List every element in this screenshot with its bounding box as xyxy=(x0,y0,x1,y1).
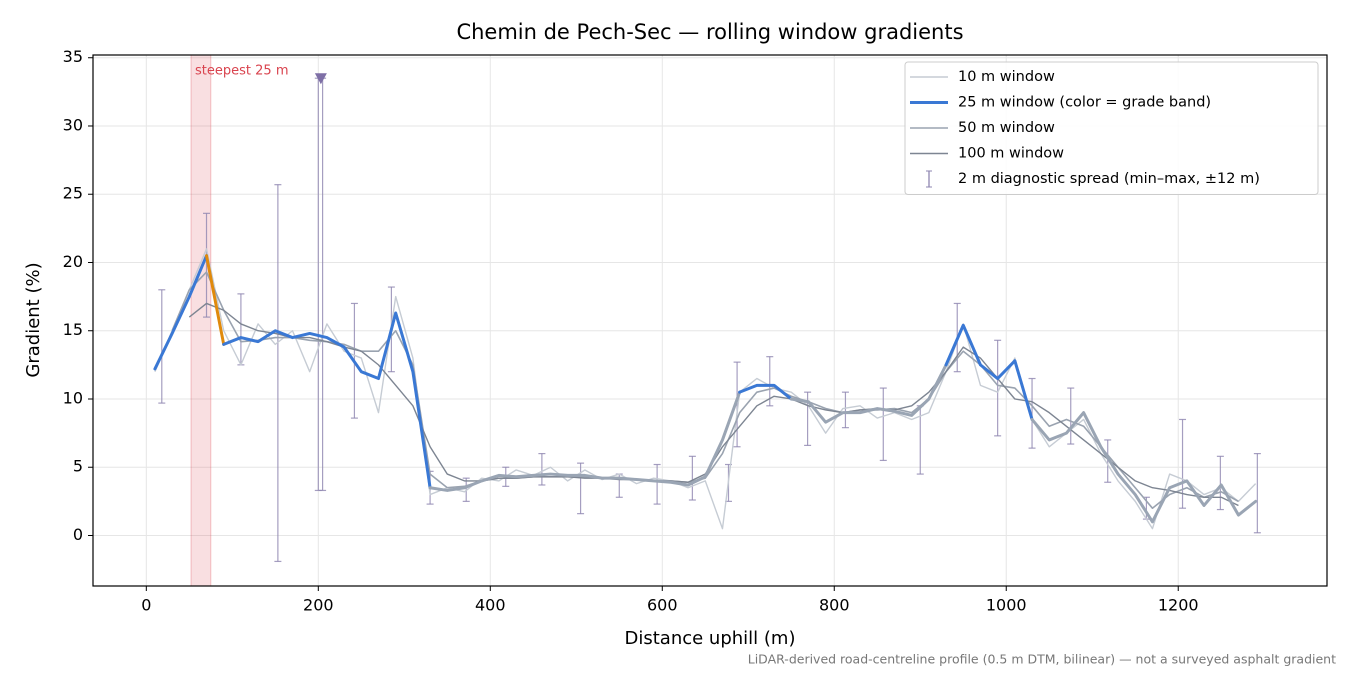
error-bar xyxy=(1104,439,1112,483)
error-bar xyxy=(1253,452,1261,534)
legend-label: 2 m diagnostic spread (min–max, ±12 m) xyxy=(958,171,1260,187)
y-axis-label: Gradient (%) xyxy=(23,262,44,377)
y-tick-label: 15 xyxy=(63,320,83,339)
series-line xyxy=(154,248,1257,530)
legend-label: 50 m window xyxy=(958,120,1055,136)
plot-frame xyxy=(92,54,1328,587)
y-tick-label: 25 xyxy=(63,184,83,203)
error-bar xyxy=(688,455,696,501)
series-line xyxy=(944,323,1034,421)
error-bar xyxy=(1179,418,1187,509)
series-line xyxy=(188,302,1239,507)
error-bar xyxy=(733,361,741,448)
y-tick-label: 30 xyxy=(63,115,83,134)
series-line xyxy=(222,311,432,490)
series-line xyxy=(738,383,793,401)
y-tick-label: 35 xyxy=(63,47,83,66)
legend-label: 25 m window (color = grade band) xyxy=(958,95,1211,111)
error-bar xyxy=(237,293,245,366)
x-axis-label: Distance uphill (m) xyxy=(625,628,796,649)
chart-title: Chemin de Pech-Sec — rolling window grad… xyxy=(456,20,963,44)
error-bar xyxy=(319,77,327,492)
x-tick-label: 200 xyxy=(303,596,334,615)
error-bar xyxy=(203,212,211,318)
series-line xyxy=(153,254,209,371)
error-bar xyxy=(766,356,774,407)
series-line xyxy=(789,363,948,424)
error-bar xyxy=(879,387,887,462)
x-tick-label: 0 xyxy=(141,596,151,615)
x-tick-label: 800 xyxy=(819,596,850,615)
error-bar xyxy=(653,463,661,505)
error-bar xyxy=(1067,387,1075,445)
error-bar xyxy=(274,184,282,563)
error-bar xyxy=(158,289,166,404)
y-tick-label: 0 xyxy=(73,525,83,544)
x-tick-label: 1200 xyxy=(1158,596,1199,615)
series-line xyxy=(205,254,226,346)
peak-marker xyxy=(314,73,327,85)
error-bar xyxy=(314,77,322,492)
error-bar xyxy=(1216,455,1224,511)
legend-label: 10 m window xyxy=(958,69,1055,85)
error-bar xyxy=(1028,377,1036,449)
y-tick-label: 20 xyxy=(63,252,83,271)
error-bar xyxy=(577,462,585,515)
legend-label: 100 m window xyxy=(958,146,1064,162)
legend-box xyxy=(904,61,1319,195)
y-tick-label: 10 xyxy=(63,388,83,407)
x-tick-label: 600 xyxy=(647,596,678,615)
series-line xyxy=(1030,411,1258,524)
highlight-label: steepest 25 m xyxy=(195,64,288,79)
y-tick-label: 5 xyxy=(73,457,83,476)
series-line xyxy=(428,390,742,492)
highlight-band xyxy=(190,54,212,587)
error-bar xyxy=(841,391,849,429)
x-tick-label: 1000 xyxy=(986,596,1027,615)
error-bar xyxy=(994,339,1002,437)
error-bar xyxy=(538,452,546,486)
footnote: LiDAR-derived road-centreline profile (0… xyxy=(748,652,1336,667)
x-tick-label: 400 xyxy=(475,596,506,615)
